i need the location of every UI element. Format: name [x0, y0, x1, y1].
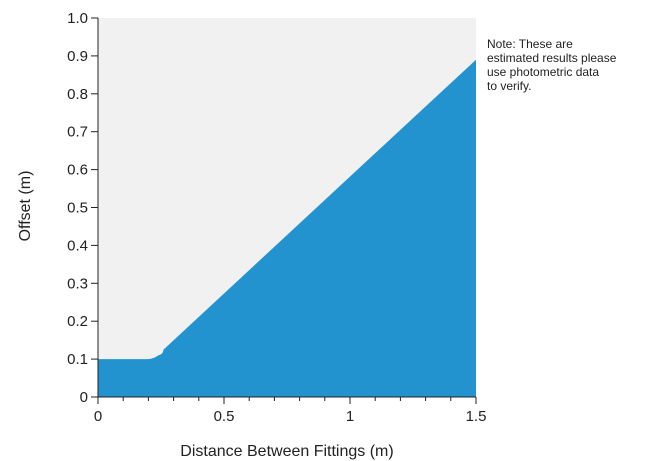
- y-tick-label: 0.8: [67, 86, 88, 103]
- y-tick-label: 0: [80, 389, 88, 406]
- x-tick-label: 1: [346, 408, 354, 425]
- y-tick-label: 0.3: [67, 275, 88, 292]
- y-tick-label: 0.5: [67, 200, 88, 217]
- x-axis-title: Distance Between Fittings (m): [180, 443, 393, 460]
- x-tick-label: 0: [94, 408, 102, 425]
- note-line: Note: These are: [487, 37, 573, 51]
- note-line: to verify.: [487, 79, 532, 93]
- y-tick-label: 0.4: [67, 237, 88, 254]
- y-axis: 0 0.1 0.2 0.3 0.4 0.5 0.6 0.7 0.8 0.9 1.0: [67, 10, 99, 406]
- x-tick-label: 1.5: [466, 408, 487, 425]
- y-tick-label: 0.6: [67, 162, 88, 179]
- x-tick-label: 0.5: [214, 408, 235, 425]
- y-tick-label: 0.7: [67, 124, 88, 141]
- x-axis: 0 0.5 1 1.5: [94, 396, 487, 425]
- note-line: estimated results please: [487, 51, 617, 65]
- estimate-note: Note: These are estimated results please…: [487, 37, 652, 93]
- y-tick-label: 1.0: [67, 10, 88, 27]
- y-tick-label: 0.2: [67, 313, 88, 330]
- offset-area: [98, 59, 476, 397]
- y-axis-title: Offset (m): [17, 171, 34, 242]
- y-tick-label: 0.9: [67, 48, 88, 65]
- note-line: use photometric data: [487, 65, 600, 79]
- y-tick-label: 0.1: [67, 351, 88, 368]
